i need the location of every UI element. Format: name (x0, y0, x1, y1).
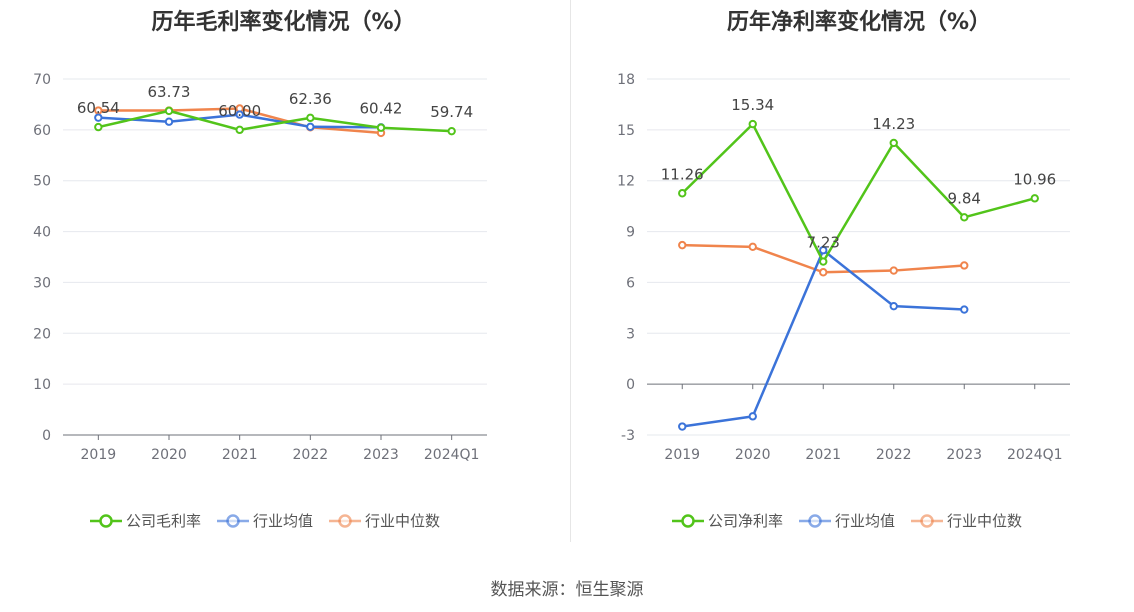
series-line (682, 248, 965, 428)
data-point (960, 305, 969, 314)
data-label: 60.42 (360, 100, 403, 118)
data-label: 59.74 (430, 103, 473, 121)
x-tick-label: 2019 (664, 447, 700, 463)
data-point (819, 268, 828, 277)
x-tick-label: 2024Q1 (1007, 447, 1063, 463)
data-point (235, 125, 244, 135)
data-point (94, 113, 103, 122)
data-point (164, 106, 174, 116)
data-point (748, 242, 757, 252)
legend-item[interactable]: 行业均值 (217, 510, 313, 531)
data-label: 14.23 (872, 115, 915, 133)
y-tick-label: 18 (617, 72, 635, 88)
legend-label: 行业均值 (835, 512, 896, 530)
legend-item[interactable]: 行业均值 (799, 510, 895, 531)
legend-swatch-icon (911, 513, 944, 528)
data-point (748, 412, 757, 421)
data-point (819, 246, 828, 255)
legend-label: 公司净利率 (708, 512, 784, 530)
series-line (98, 109, 452, 133)
series-line (681, 122, 1036, 263)
data-point (447, 126, 456, 136)
x-tick-label: 2019 (81, 447, 117, 463)
net-margin-chart: -3 0 3 6 9 12 15 18 2019 2020 2021 2022 2023 2024Q1 11… (617, 72, 1070, 463)
data-point (678, 189, 687, 198)
legend-label: 行业中位数 (365, 512, 441, 530)
y-tick-label: 60 (33, 123, 51, 139)
legend-item[interactable]: 公司毛利率 (90, 510, 201, 531)
panel-divider (570, 0, 571, 542)
chart-title-net-margin: 历年净利率变化情况（%） (726, 10, 992, 35)
legend-label: 行业中位数 (947, 512, 1023, 530)
data-point (889, 138, 898, 148)
x-tick-label: 2022 (876, 447, 912, 463)
gross-margin-chart: 0 10 20 30 40 50 60 70 2019 2020 2021 2022 2023 2024Q… (33, 72, 487, 463)
y-tick-label: 20 (33, 326, 51, 342)
y-tick-label: 40 (33, 225, 51, 241)
y-tick-label: 70 (33, 72, 51, 88)
legend-swatch-icon (329, 513, 362, 528)
data-point (960, 213, 969, 222)
data-point (960, 261, 969, 270)
net-margin-legend: 公司净利率 行业均值 行业中位数 (672, 510, 1038, 531)
y-tick-label: 6 (626, 275, 635, 291)
data-label: 15.34 (731, 96, 774, 114)
data-label: 60.54 (77, 99, 120, 117)
x-tick-label: 2023 (363, 447, 399, 463)
y-tick-label: 30 (33, 275, 51, 291)
x-tick-label: 2020 (735, 447, 771, 463)
x-tick-label: 2021 (805, 447, 841, 463)
legend-item[interactable]: 公司净利率 (672, 510, 783, 531)
x-tick-label: 2023 (946, 447, 982, 463)
x-tick-label: 2020 (151, 447, 187, 463)
y-tick-label: 10 (33, 377, 51, 393)
data-point (889, 301, 898, 311)
gross-margin-legend: 公司毛利率 行业均值 行业中位数 (90, 510, 456, 531)
data-point (1030, 194, 1039, 203)
data-label: 11.26 (661, 165, 704, 183)
y-tick-label: 50 (33, 174, 51, 190)
data-point (678, 422, 687, 431)
legend-item[interactable]: 行业中位数 (911, 510, 1022, 531)
data-point (748, 119, 757, 129)
data-point (164, 117, 174, 126)
x-tick-label: 2024Q1 (424, 447, 480, 463)
data-point (306, 122, 315, 132)
data-source: 数据来源：恒生聚源 (490, 580, 644, 600)
legend-item[interactable]: 行业中位数 (329, 510, 440, 531)
x-tick-label: 2021 (222, 447, 258, 463)
y-tick-label: 0 (42, 428, 51, 444)
y-tick-label: 15 (617, 123, 635, 139)
data-label: 63.73 (148, 83, 191, 101)
data-point (306, 113, 315, 123)
data-point (678, 240, 687, 250)
y-tick-label: 3 (626, 326, 635, 342)
legend-label: 行业均值 (253, 512, 314, 530)
y-tick-label: 0 (626, 377, 635, 393)
legend-swatch-icon (217, 513, 250, 528)
data-point (235, 110, 244, 119)
data-label: 10.96 (1013, 170, 1056, 188)
data-label: 60.00 (218, 102, 261, 120)
legend-swatch-icon (799, 513, 832, 528)
legend-swatch-icon (90, 513, 122, 528)
legend-swatch-icon (672, 513, 704, 528)
data-point (889, 266, 898, 275)
data-label: 9.84 (948, 189, 981, 207)
legend-label: 公司毛利率 (126, 512, 202, 530)
data-point (819, 257, 828, 266)
chart-title-gross-margin: 历年毛利率变化情况（%） (151, 10, 416, 35)
x-tick-label: 2022 (293, 447, 329, 463)
data-label: 62.36 (289, 90, 332, 108)
y-tick-label: 9 (626, 225, 635, 241)
data-point (376, 123, 386, 132)
y-tick-label: -3 (621, 428, 635, 444)
y-tick-label: 12 (617, 174, 635, 190)
data-point (94, 122, 103, 132)
data-label: 7.23 (807, 234, 840, 252)
